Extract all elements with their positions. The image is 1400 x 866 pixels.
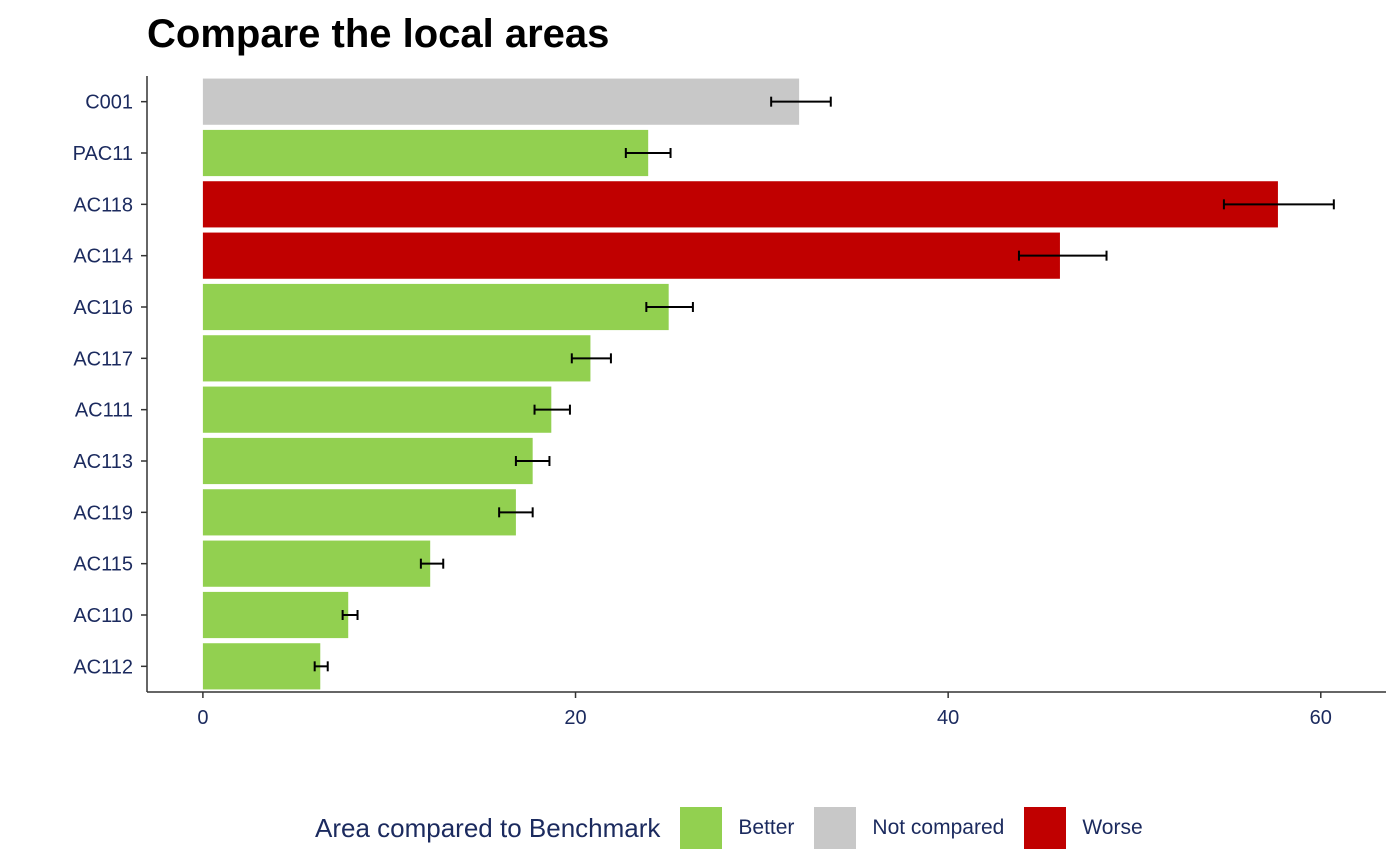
y-tick-label-ac114: AC114 — [73, 246, 133, 268]
error-bar-ac113 — [514, 456, 551, 466]
error-bars-layer — [313, 96, 1335, 672]
x-tick-label-20: 20 — [564, 707, 586, 729]
error-bar-ac114 — [1017, 250, 1108, 261]
legend-item-better: Better — [680, 807, 794, 849]
error-bar-ac115 — [419, 558, 445, 569]
bar-ac119 — [202, 489, 516, 536]
legend-swatch-worse — [1024, 807, 1067, 849]
error-bar-ac116 — [645, 302, 694, 312]
bar-ac118 — [202, 181, 1278, 228]
bar-ac115 — [202, 540, 431, 587]
legend-item-not-compared: Not compared — [814, 807, 1004, 849]
bar-c001 — [202, 78, 800, 125]
error-bar-ac118 — [1222, 199, 1335, 210]
y-tick-label-ac111: AC111 — [75, 400, 133, 422]
x-tick-label-60: 60 — [1310, 707, 1332, 729]
error-bar-ac117 — [570, 353, 612, 364]
bars-layer — [202, 78, 1278, 690]
error-bar-ac111 — [533, 404, 571, 415]
y-tick-label-c001: C001 — [85, 92, 133, 114]
y-tick-label-ac119: AC119 — [73, 502, 133, 524]
error-bar-pac11 — [624, 148, 672, 158]
bar-ac110 — [202, 591, 349, 639]
y-tick-label-ac118: AC118 — [73, 194, 133, 216]
bar-ac114 — [202, 232, 1060, 279]
legend: Area compared to Benchmark Better Not co… — [315, 806, 1163, 850]
x-tick-label-40: 40 — [937, 707, 959, 729]
legend-label-better: Better — [738, 816, 795, 839]
y-tick-label-ac110: AC110 — [73, 605, 133, 627]
legend-title: Area compared to Benchmark — [315, 812, 661, 843]
x-tick-label-0: 0 — [197, 707, 208, 729]
bar-ac113 — [202, 437, 533, 485]
error-bar-ac112 — [313, 661, 329, 672]
error-bar-ac110 — [341, 610, 359, 620]
bar-ac117 — [202, 335, 591, 382]
legend-swatch-better — [680, 807, 723, 849]
y-tick-label-ac112: AC112 — [73, 656, 133, 678]
y-tick-label-ac115: AC115 — [73, 554, 133, 576]
bar-ac116 — [202, 283, 669, 331]
bar-ac112 — [202, 643, 321, 690]
error-bar-ac119 — [498, 507, 534, 518]
y-tick-label-ac116: AC116 — [73, 297, 133, 319]
legend-label-not-compared: Not compared — [872, 816, 1005, 839]
y-tick-label-ac117: AC117 — [73, 348, 133, 370]
y-tick-label-ac113: AC113 — [73, 451, 133, 473]
y-tick-label-pac11: PAC11 — [73, 143, 133, 165]
bar-pac11 — [202, 129, 649, 177]
error-bar-c001 — [770, 96, 832, 107]
chart-title: Compare the local areas — [147, 12, 610, 56]
legend-item-worse: Worse — [1024, 807, 1143, 849]
bar-ac111 — [202, 386, 552, 433]
axes-layer: C001 PAC11 AC118 AC114 AC116 AC117 AC111 AC113 A… — [73, 76, 1386, 729]
legend-label-worse: Worse — [1082, 816, 1143, 839]
legend-swatch-not-compared — [814, 807, 857, 849]
